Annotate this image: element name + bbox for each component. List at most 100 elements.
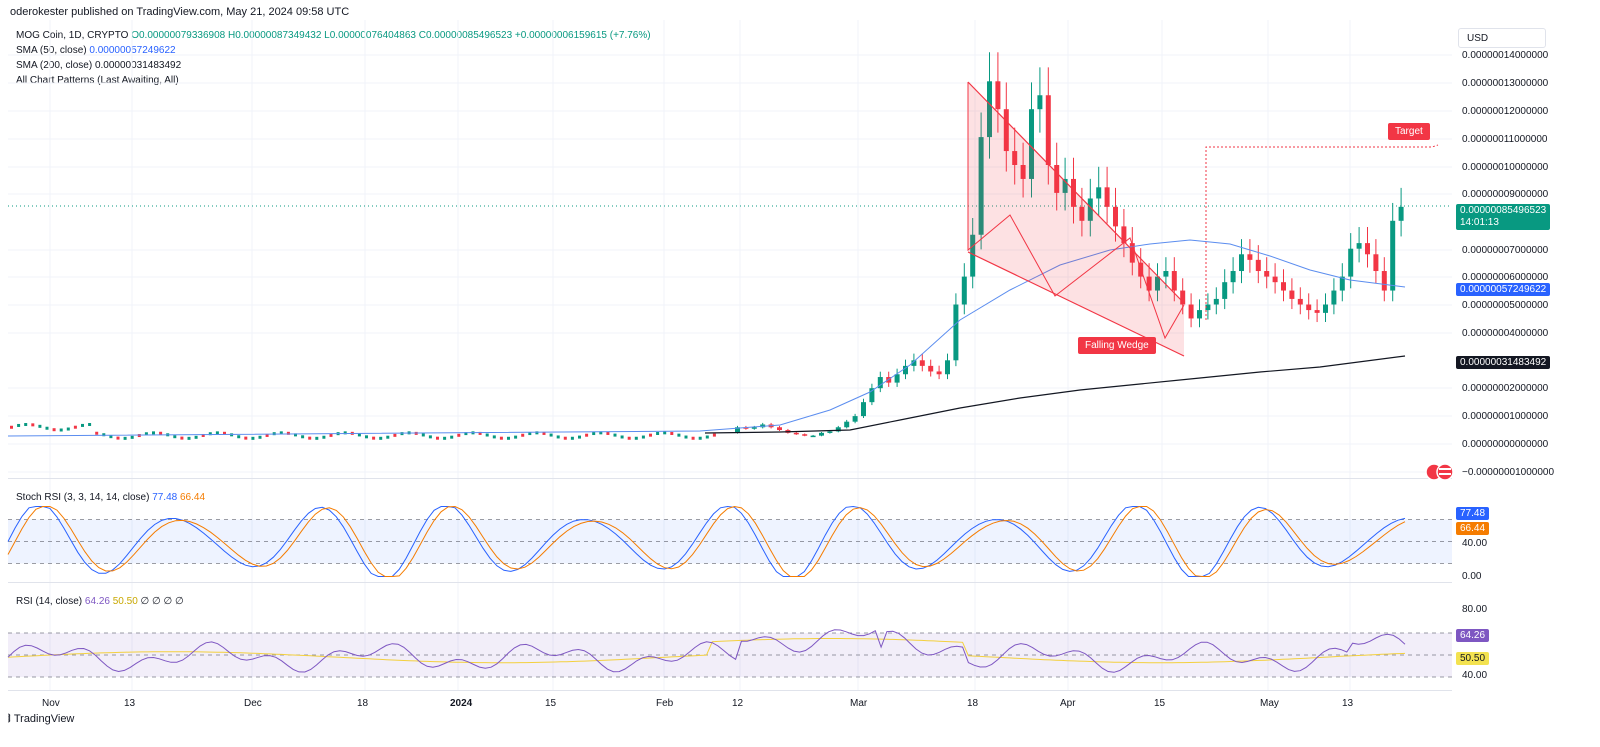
candle [961, 276, 967, 305]
time-axis-label: 12 [732, 698, 744, 709]
sma50-price-tag: 0.00000057249622 [1456, 283, 1551, 296]
candle [130, 435, 134, 439]
candle [634, 436, 638, 440]
sma50-line [7, 239, 1406, 437]
candle [1012, 151, 1018, 165]
candle [301, 435, 305, 439]
tradingview-logo[interactable]: ⧘ TradingView [8, 711, 74, 726]
candle [945, 360, 950, 375]
candle [827, 431, 833, 433]
rsi-ma-line [7, 638, 1406, 664]
stoch-legend[interactable]: Stoch RSI (3, 3, 14, 14, close) 77.48 66… [16, 492, 205, 503]
candle [670, 431, 674, 435]
candle [279, 431, 283, 435]
candle [877, 377, 883, 389]
flag-icon[interactable] [1425, 463, 1455, 481]
price-axis-label: 0.00000002000000 [1462, 383, 1549, 394]
candle [251, 436, 255, 440]
time-axis-label: Dec [244, 698, 262, 709]
rsi-axis-40: 40.00 [1462, 670, 1488, 681]
candle [88, 423, 92, 427]
candle [777, 427, 782, 431]
candle [1213, 298, 1219, 305]
candle [1314, 310, 1320, 313]
rsi-label: RSI (14, close) [16, 596, 83, 607]
candle [152, 431, 155, 435]
sma200-label: SMA (200, close) [16, 60, 93, 71]
sma50-label: SMA (50, close) [16, 45, 87, 56]
candle [357, 433, 361, 437]
price-axis-label: 0.00000007000000 [1462, 245, 1549, 256]
candle [386, 435, 390, 439]
falling-wedge-label[interactable]: Falling Wedge [1078, 337, 1156, 354]
price-axis-label: 0.00000012000000 [1462, 106, 1549, 117]
candle [869, 388, 875, 403]
candle [1003, 109, 1009, 152]
candle [464, 432, 468, 436]
candle [599, 431, 603, 435]
symbol-name[interactable]: MOG Coin, 1D, CRYPTO [16, 30, 129, 41]
candle [499, 436, 503, 440]
candle [1155, 276, 1160, 291]
candle [861, 402, 866, 417]
candle [835, 427, 841, 432]
candle [1121, 226, 1127, 244]
candle [585, 433, 589, 437]
candle [852, 416, 858, 422]
candle [492, 435, 496, 439]
stoch-panel-divider[interactable] [8, 582, 1452, 583]
candle [549, 433, 553, 437]
footer-text: TradingView [13, 713, 75, 725]
bar-countdown: 14:01:13 [1460, 217, 1499, 228]
candle [81, 423, 84, 427]
last-price-tag: 0.00000085496523 14:01:13 [1456, 204, 1551, 230]
ohlc-legend: MOG Coin, 1D, CRYPTO O0.00000079336908 H… [16, 30, 651, 41]
candle [215, 431, 219, 435]
candle [116, 436, 120, 440]
candle [201, 433, 205, 437]
candle [1373, 254, 1379, 272]
candle [223, 431, 226, 435]
candle [620, 435, 624, 439]
candle [528, 432, 532, 436]
candle [570, 436, 574, 440]
candle [1331, 290, 1337, 305]
candle [1239, 254, 1244, 272]
candle [705, 435, 709, 439]
candle [987, 81, 992, 138]
candle [1247, 254, 1253, 260]
candle [1255, 259, 1261, 272]
main-panel-divider[interactable] [8, 478, 1452, 479]
candle [286, 431, 290, 435]
sma200-legend[interactable]: SMA (200, close) 0.00000031483492 [16, 60, 181, 71]
candle [1020, 165, 1026, 179]
currency-selector[interactable]: USD [1458, 28, 1546, 48]
candle [1096, 187, 1102, 199]
candle [365, 435, 368, 439]
candle [1222, 282, 1228, 299]
stoch-d-value: 66.44 [180, 492, 206, 503]
rsi-line [7, 629, 1406, 673]
candle [343, 431, 347, 435]
candle [712, 433, 716, 437]
candle [1306, 304, 1312, 311]
patterns-legend[interactable]: All Chart Patterns (Last Awaiting, All) [16, 75, 179, 86]
candle [970, 234, 976, 277]
candle [1037, 95, 1043, 110]
candle [535, 431, 539, 435]
price-axis-label: 0.00000000000000 [1462, 439, 1549, 450]
candle [294, 433, 297, 437]
target-label[interactable]: Target [1388, 123, 1430, 140]
stoch-label: Stoch RSI (3, 3, 14, 14, close) [16, 492, 150, 503]
candle [978, 137, 984, 235]
candle [379, 436, 383, 440]
candle [208, 432, 212, 436]
sma200-price-tag: 0.00000031483492 [1456, 356, 1551, 369]
candle [173, 435, 177, 439]
candle [793, 432, 799, 435]
rsi-legend[interactable]: RSI (14, close) 64.26 50.50 ∅ ∅ ∅ ∅ [16, 596, 184, 607]
candle [1113, 206, 1118, 227]
candle [592, 432, 596, 436]
candle [656, 432, 660, 436]
